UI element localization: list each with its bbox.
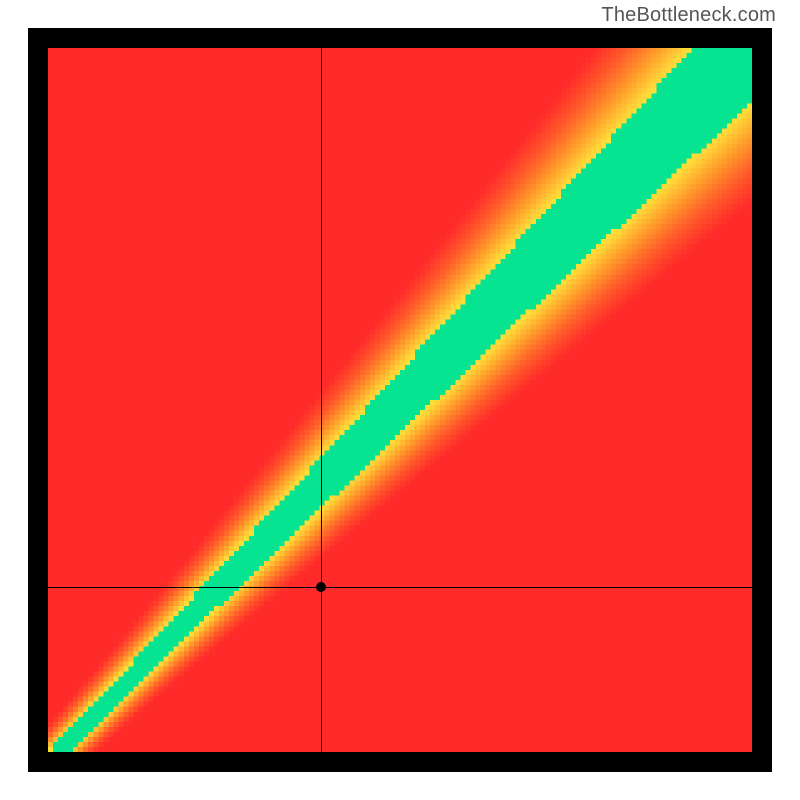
crosshair-vertical [321,48,322,752]
heatmap-canvas [48,48,752,752]
crosshair-horizontal [48,587,752,588]
chart-container: TheBottleneck.com [0,0,800,800]
watermark-text: TheBottleneck.com [601,4,776,27]
marker-dot [316,582,326,592]
plot-outer-frame [28,28,772,772]
plot-inner-area [48,48,752,752]
